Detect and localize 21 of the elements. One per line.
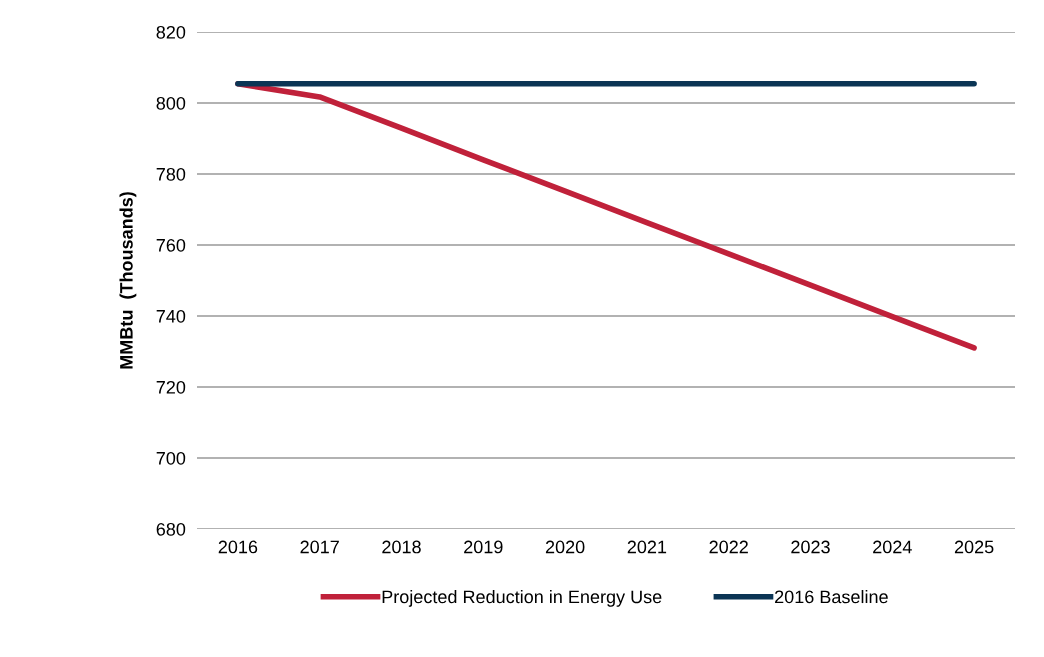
legend-label: 2016 Baseline	[775, 589, 888, 604]
y-tick-label: 700	[156, 451, 186, 465]
x-tick-label: 2019	[464, 540, 503, 554]
y-tick-label: 720	[156, 380, 186, 394]
x-tick-label: 2025	[954, 540, 994, 554]
x-tick-label: 2024	[873, 540, 912, 554]
x-tick-label: 2023	[791, 540, 830, 554]
x-tick-label: 2017	[300, 540, 339, 554]
y-tick-label: 780	[156, 167, 186, 181]
y-tick-label: 800	[156, 96, 186, 110]
y-tick-label: 760	[156, 238, 186, 252]
y-tick-label: 820	[156, 25, 186, 39]
x-tick-label: 2020	[545, 540, 585, 554]
x-tick-label: 2021	[627, 540, 667, 554]
legend-label: Projected Reduction in Energy Use	[382, 589, 662, 607]
y-tick-label: 680	[156, 522, 186, 536]
x-tick-label: 2022	[709, 540, 748, 554]
y-axis-title: MMBtu (Thousands)	[119, 192, 137, 369]
y-tick-label: 740	[156, 309, 186, 323]
x-tick-label: 2016	[218, 540, 258, 554]
x-tick-label: 2018	[382, 540, 421, 554]
